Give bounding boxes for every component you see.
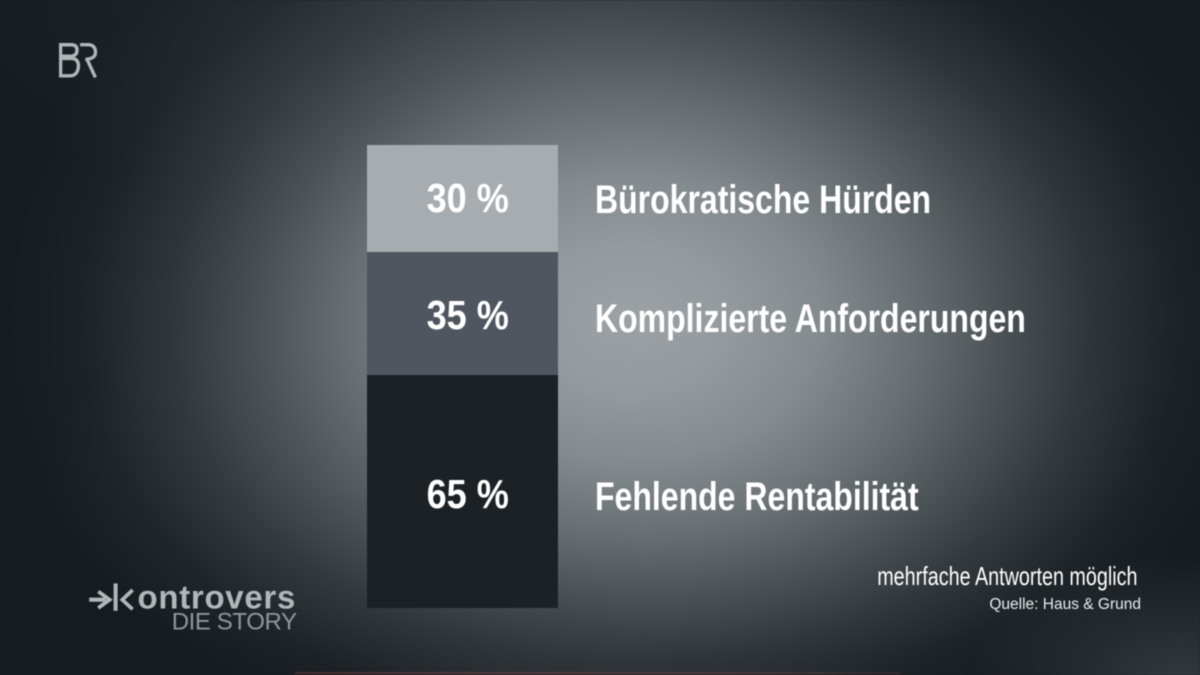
svg-text:ontrovers: ontrovers — [138, 579, 297, 616]
svg-text:DIE STORY: DIE STORY — [172, 609, 297, 634]
